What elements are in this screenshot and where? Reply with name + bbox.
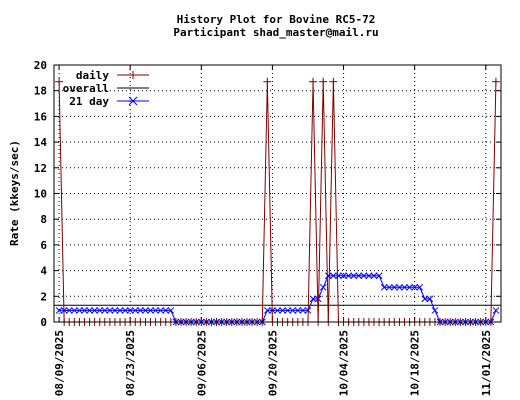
avg21-point	[157, 307, 165, 314]
avg21-point	[111, 307, 119, 314]
avg21-point	[345, 272, 352, 280]
avg21-point	[55, 307, 63, 314]
avg21-point	[411, 283, 419, 291]
y-tick-label: 18	[34, 85, 47, 98]
avg21-point	[162, 307, 170, 314]
y-tick-label: 4	[40, 265, 47, 278]
x-tick-label: 08/09/2025	[53, 330, 66, 396]
avg21-point	[426, 295, 434, 303]
avg21-point	[365, 272, 373, 280]
avg21-point	[421, 295, 429, 303]
avg21-point	[284, 307, 292, 314]
legend-label-21-day: 21 day	[69, 95, 109, 108]
x-axis-ticks: 08/09/2025 08/23/2025 09/06/2025 09/20/2025…	[53, 65, 493, 396]
avg21-point	[86, 307, 93, 314]
avg21-point	[147, 307, 154, 314]
x-tick-label: 09/20/2025	[266, 330, 279, 396]
daily-point	[309, 77, 318, 86]
daily-point	[319, 77, 328, 86]
avg21-point	[385, 283, 393, 291]
legend-marker-daily	[129, 71, 137, 79]
avg21-point	[401, 283, 408, 291]
avg21-point	[360, 272, 368, 280]
avg21-point	[330, 272, 337, 280]
avg21-point	[319, 283, 327, 291]
chart-subtitle: Participant shad_master@mail.ru	[173, 26, 378, 39]
y-tick-label: 14	[34, 136, 48, 149]
avg21-point	[294, 307, 302, 314]
avg21-point	[76, 307, 83, 314]
plot-frame	[53, 64, 502, 323]
avg21-point	[81, 307, 88, 314]
avg21-point	[96, 307, 104, 314]
avg21-point	[355, 272, 363, 280]
avg21-point	[106, 307, 114, 314]
avg21-point	[335, 272, 342, 280]
avg21-point	[121, 307, 129, 314]
avg21-point	[289, 307, 297, 314]
daily-line	[58, 81, 497, 323]
y-axis-label: Rate (kkeys/sec)	[8, 140, 21, 246]
x-tick-label: 10/04/2025	[338, 330, 351, 396]
avg21-point	[152, 307, 159, 314]
daily-point	[329, 77, 338, 86]
avg21-point	[91, 307, 98, 314]
legend-label-daily: daily	[76, 69, 109, 82]
avg21-point	[279, 307, 286, 314]
daily-point	[263, 77, 272, 86]
avg21-point	[131, 307, 139, 314]
avg21-point	[324, 272, 332, 280]
avg21-point	[142, 307, 149, 314]
x-tick-label: 08/23/2025	[124, 330, 137, 396]
legend-marker-21-day	[128, 96, 138, 106]
y-tick-label: 6	[40, 239, 47, 252]
chart-title: History Plot for Bovine RC5-72	[177, 13, 376, 26]
avg21-point	[431, 307, 439, 314]
x-tick-label: 11/01/2025	[480, 330, 493, 396]
avg21-point	[101, 307, 109, 314]
avg21-point	[390, 283, 398, 291]
avg21-point	[65, 307, 73, 314]
avg21-point	[136, 307, 144, 314]
legend: daily overall 21 day	[63, 69, 149, 108]
avg21-point	[406, 283, 413, 291]
grid	[54, 65, 501, 322]
avg21-point	[263, 307, 271, 314]
avg21-point	[416, 283, 424, 291]
daily-point	[55, 77, 64, 86]
avg21-point	[167, 307, 175, 314]
y-tick-label: 12	[34, 162, 47, 175]
avg21-point	[274, 307, 281, 314]
avg21-point	[396, 283, 403, 291]
y-tick-label: 0	[40, 316, 47, 329]
x-tick-label: 09/06/2025	[195, 330, 208, 396]
daily-point	[491, 77, 500, 86]
avg21-point	[309, 295, 317, 303]
y-tick-label: 20	[34, 59, 47, 72]
y-axis-ticks: 0 2 4 6 8 10 12 14 16 18 20	[34, 59, 501, 329]
avg21-point	[492, 307, 500, 314]
y-tick-label: 10	[34, 188, 47, 201]
avg21-point	[380, 283, 388, 291]
y-tick-label: 16	[34, 110, 48, 123]
avg21-point	[370, 272, 378, 280]
y-tick-label: 2	[40, 290, 47, 303]
avg21-point	[126, 307, 134, 314]
avg21-point	[116, 307, 124, 314]
legend-label-overall: overall	[63, 82, 109, 95]
series-daily	[55, 77, 500, 326]
avg21-point	[340, 272, 347, 280]
avg21-point	[375, 272, 383, 280]
y-tick-label: 8	[40, 213, 47, 226]
avg21-point	[299, 307, 307, 314]
x-tick-label: 10/18/2025	[409, 330, 422, 396]
series-21-day	[55, 272, 500, 326]
avg21-point	[70, 307, 78, 314]
avg21-point	[350, 272, 358, 280]
